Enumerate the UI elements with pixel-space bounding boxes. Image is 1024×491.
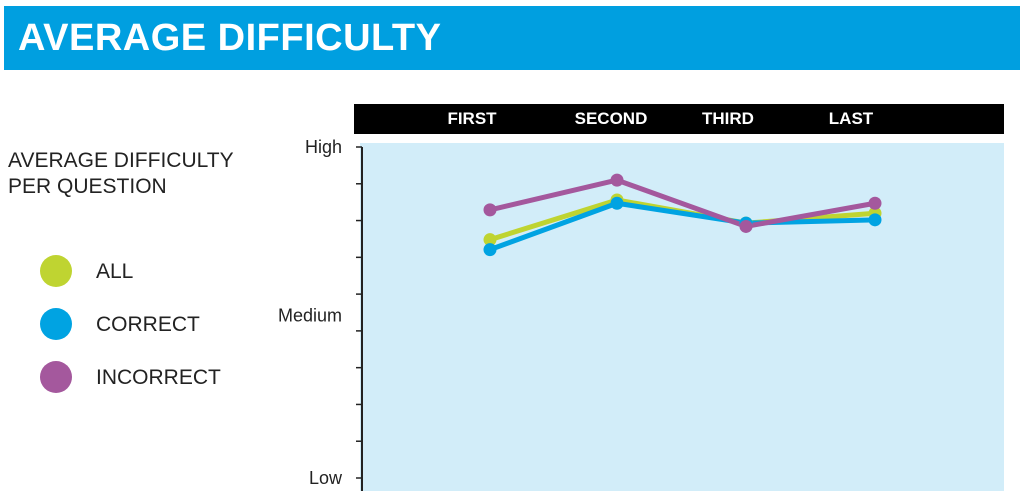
legend-dot-incorrect — [40, 361, 72, 393]
series-line-correct — [487, 200, 878, 253]
data-point-all-first — [483, 233, 497, 247]
data-point-incorrect-second — [610, 173, 624, 187]
legend-label-correct: CORRECT — [96, 313, 200, 336]
data-point-correct-second — [610, 196, 624, 210]
y-tick-label-low: Low — [309, 468, 343, 488]
y-tick-label-high: High — [305, 137, 342, 157]
category-label-second: SECOND — [575, 109, 648, 128]
title-banner: AVERAGE DIFFICULTY — [4, 6, 1020, 70]
data-point-correct-first — [483, 243, 497, 257]
legend-label-incorrect: INCORRECT — [96, 366, 221, 389]
page-title: AVERAGE DIFFICULTY — [18, 17, 442, 59]
data-point-incorrect-first — [483, 203, 497, 217]
series-line-incorrect — [487, 177, 878, 229]
data-point-correct-last — [868, 213, 882, 227]
category-label-last: LAST — [829, 109, 874, 128]
legend-dot-correct — [40, 308, 72, 340]
plot-area — [360, 143, 1004, 491]
legend-item-all: ALL — [40, 255, 270, 289]
category-label-first: FIRST — [447, 109, 497, 128]
legend-label-all: ALL — [96, 260, 134, 283]
category-header-bar — [354, 104, 1004, 134]
legend-title: AVERAGE DIFFICULTY PER QUESTION — [8, 149, 234, 198]
legend-item-incorrect: INCORRECT — [40, 361, 270, 395]
legend-dot-all — [40, 255, 72, 287]
category-label-third: THIRD — [702, 109, 754, 128]
data-point-incorrect-third — [739, 219, 753, 233]
y-tick-label-medium: Medium — [278, 306, 342, 326]
data-point-incorrect-last — [868, 196, 882, 210]
legend-item-correct: CORRECT — [40, 308, 270, 342]
